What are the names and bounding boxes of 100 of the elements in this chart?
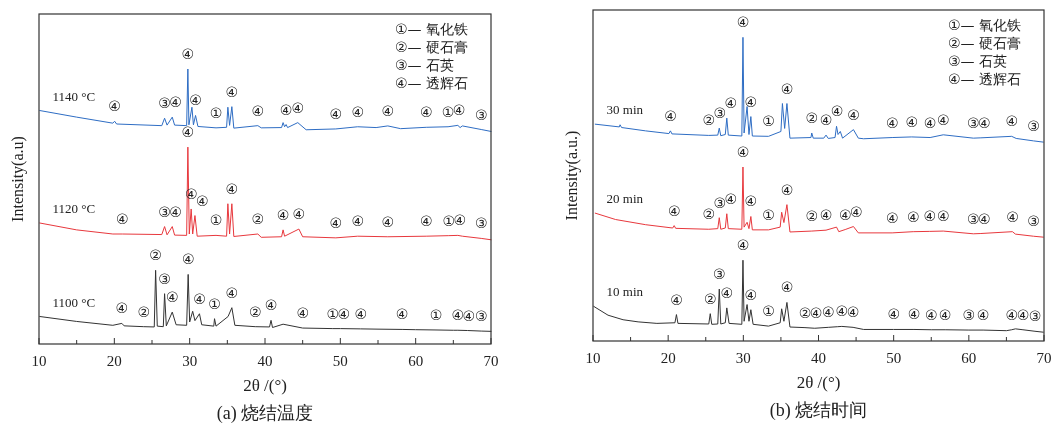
annotation: ④ <box>264 297 278 314</box>
annotation: ① <box>209 212 223 229</box>
annotation: ② <box>149 247 162 264</box>
annotation: ④ <box>978 210 991 227</box>
annotation: ③ <box>474 106 488 123</box>
annotation: ④ <box>736 144 750 160</box>
annotation: ④ <box>381 213 395 230</box>
annotation: ① <box>441 103 455 120</box>
annotation: ④ <box>1016 306 1030 323</box>
annotation: ④ <box>664 107 677 124</box>
text: ①— 氧化铁 <box>948 17 1022 33</box>
annotation: ② <box>702 206 716 223</box>
annotation: ④ <box>225 180 239 197</box>
annotation: ④ <box>667 202 681 219</box>
x-axis-title: 2θ /(°) <box>796 373 841 392</box>
annotation: ③ <box>158 203 171 220</box>
annotation: ④ <box>905 113 918 130</box>
annotation: ④ <box>937 208 950 225</box>
annotation: ④ <box>724 95 738 112</box>
annotation: ④ <box>835 303 849 320</box>
x-tick-label: 30 <box>182 353 198 369</box>
annotation: ④ <box>1005 113 1018 130</box>
annotation: ④ <box>115 300 129 317</box>
x-tick-label: 40 <box>811 350 826 366</box>
text: ①— 氧化铁 <box>395 21 469 37</box>
annotation: ④ <box>251 102 265 119</box>
annotation: ② <box>248 303 262 320</box>
annotation: ④ <box>670 291 683 308</box>
annotation: ④ <box>924 306 938 323</box>
annotation: ③ <box>474 215 488 232</box>
annotation: ④ <box>276 206 290 223</box>
series-label: 30 min <box>606 101 644 117</box>
annotation: ②— 硬石膏 <box>948 35 1022 51</box>
x-tick-label: 20 <box>106 353 122 369</box>
x-tick-label: 70 <box>1036 350 1052 366</box>
annotation: ④ <box>907 306 921 323</box>
annotation: ③ <box>474 308 488 325</box>
annotation: ④ <box>193 290 206 307</box>
annotation: ④ <box>938 306 952 323</box>
series-label: 10 min <box>606 283 644 299</box>
text: (b) 烧结时间 <box>769 400 868 421</box>
annotation: ④ <box>292 206 306 223</box>
text: (a) 烧结温度 <box>216 403 314 424</box>
annotation: ④ <box>296 305 309 322</box>
annotation: ④ <box>847 106 860 123</box>
annotation: ④ <box>395 306 409 323</box>
series-label: 1120 °C <box>52 201 96 217</box>
annotation: ④ <box>838 206 852 223</box>
annotation: ④ <box>885 209 899 226</box>
annotation: ④ <box>453 212 467 229</box>
annotation: ④ <box>181 251 195 268</box>
annotation: ④ <box>809 305 823 322</box>
annotation: ④ <box>780 80 794 97</box>
annotation: ④ <box>452 102 466 119</box>
annotation: ④ <box>819 112 833 129</box>
annotation: ④ <box>1006 208 1019 225</box>
y-axis-title: Intensity(a.u.) <box>563 130 581 221</box>
annotation: ④ <box>351 103 364 120</box>
annotation: ④— 透辉石 <box>948 71 1022 87</box>
annotation: ③— 石英 <box>395 57 455 73</box>
annotation: ④ <box>724 190 738 207</box>
annotation: ④ <box>351 213 364 230</box>
series-label: 1140 °C <box>52 88 96 104</box>
annotation: ④ <box>923 208 937 225</box>
annotation: ④ <box>169 94 182 111</box>
x-tick-label: 40 <box>257 353 273 369</box>
annotation: ④ <box>744 93 758 110</box>
annotation: ④ <box>181 46 195 62</box>
x-tick-label: 10 <box>585 350 601 366</box>
annotation: ④ <box>885 114 899 131</box>
annotation: ④ <box>923 114 937 131</box>
annotation: ① <box>762 113 775 130</box>
annotation: ④— 透辉石 <box>395 75 469 91</box>
annotation: ② <box>805 109 819 126</box>
annotation: ③ <box>967 210 980 227</box>
series-label: 20 min <box>606 190 644 206</box>
annotation: ③ <box>967 115 980 132</box>
annotation: ② <box>805 208 819 225</box>
annotation: ④ <box>108 98 121 115</box>
annotation: ③ <box>1027 117 1040 134</box>
annotation: ④ <box>937 111 950 128</box>
annotation: ① <box>209 104 223 121</box>
x-tick-label: 50 <box>886 350 902 366</box>
annotation: ① <box>208 295 221 312</box>
annotation: ④ <box>906 208 920 225</box>
annotation: ③ <box>713 266 726 283</box>
annotation: ② <box>798 304 812 321</box>
annotation: ④ <box>736 14 750 31</box>
annotation: ④ <box>291 99 305 116</box>
annotation: ② <box>703 290 717 307</box>
annotation: ④ <box>462 307 476 324</box>
annotation: ④ <box>354 305 367 322</box>
annotation: ④ <box>225 83 239 100</box>
x-tick-label: 70 <box>483 353 499 369</box>
annotation: ③ <box>1027 213 1040 230</box>
annotation: ④ <box>381 102 395 119</box>
annotation: ③ <box>962 307 976 324</box>
series-label: 1100 °C <box>52 294 96 310</box>
annotation: ② <box>137 303 150 320</box>
annotation: ① <box>429 306 443 323</box>
